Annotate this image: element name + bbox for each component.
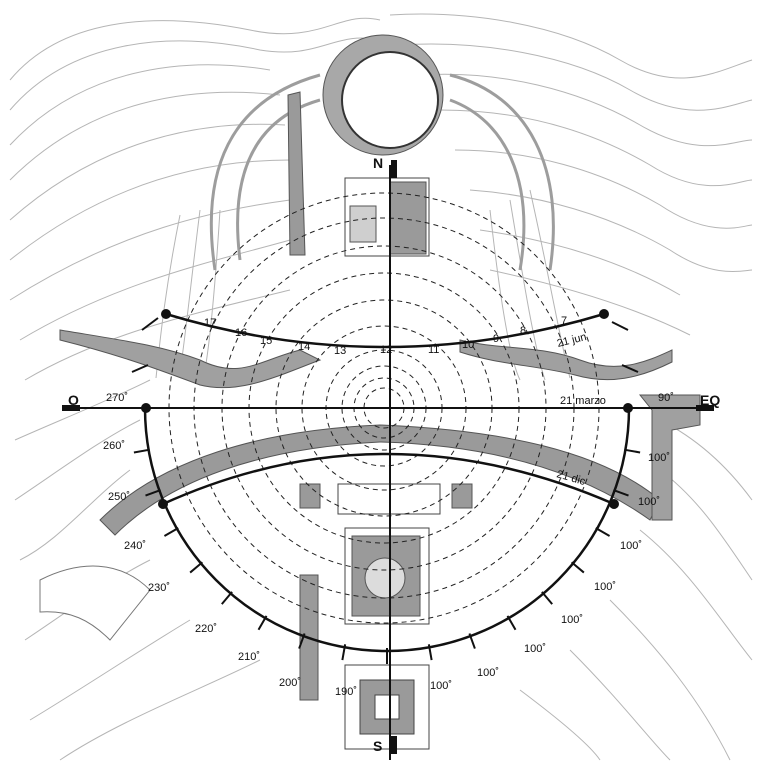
azimuth-tick — [427, 644, 433, 661]
azimuth-tick — [145, 489, 161, 497]
azimuth-label: 230˚ — [148, 582, 170, 594]
azimuth-tick — [468, 633, 476, 649]
east-wing — [638, 394, 701, 521]
azimuth-label: 100˚ — [648, 452, 670, 464]
azimuth-tick — [621, 364, 639, 373]
azimuth-tick — [613, 489, 629, 497]
winter-sunrise-point — [609, 499, 619, 509]
hour-label: 14 — [298, 341, 310, 353]
circular-tower-inner — [341, 51, 439, 149]
southwest-ramp — [39, 565, 151, 641]
azimuth-label: 100˚ — [620, 540, 642, 552]
hour-label: 9 — [493, 333, 499, 345]
azimuth-label: 100˚ — [524, 643, 546, 655]
east-canopy — [459, 339, 673, 381]
court-block-west — [299, 483, 321, 509]
azimuth-label: 220˚ — [195, 623, 217, 635]
south-label: S — [373, 738, 382, 754]
summer-label: 21 jun — [556, 331, 588, 350]
azimuth-tick — [189, 561, 204, 574]
azimuth-label: 260˚ — [103, 440, 125, 452]
hour-label: 12 — [380, 344, 392, 356]
hour-label: 16 — [235, 327, 247, 339]
hour-label: 8 — [520, 325, 526, 337]
sun-path-summer — [165, 312, 605, 349]
north-label: N — [373, 155, 383, 171]
azimuth-tick — [506, 615, 517, 631]
azimuth-label: 90˚ — [658, 392, 674, 404]
hour-label: 10 — [462, 339, 474, 351]
terrain-bands — [209, 73, 555, 271]
azimuth-tick — [133, 448, 150, 454]
azimuth-label: 200˚ — [279, 677, 301, 689]
azimuth-label: 100˚ — [430, 680, 452, 692]
azimuth-tick — [624, 448, 641, 454]
hour-label: 15 — [260, 335, 272, 347]
azimuth-tick — [141, 317, 159, 331]
azimuth-ticks — [130, 317, 644, 664]
hour-label: 17 — [204, 317, 216, 329]
azimuth-tick — [221, 591, 233, 605]
azimuth-tick — [541, 591, 553, 605]
south-tower-top — [374, 694, 400, 720]
site-plan-buildings — [39, 34, 701, 750]
winter-sunset-point — [158, 499, 168, 509]
azimuth-tick — [257, 615, 268, 631]
azimuth-tick — [131, 364, 149, 373]
azimuth-label: 100˚ — [594, 581, 616, 593]
azimuth-tick — [595, 527, 611, 537]
azimuth-label: 100˚ — [561, 614, 583, 626]
south-pavilion-fill — [351, 535, 421, 617]
azimuth-tick — [298, 633, 306, 649]
hour-label: 7 — [561, 315, 567, 327]
west-canopy — [59, 329, 322, 389]
azimuth-label: 100˚ — [477, 667, 499, 679]
north-marker — [391, 160, 397, 178]
north-pavilion-fill — [389, 181, 427, 255]
sunrise-sunset-points — [141, 309, 633, 509]
west-label: O — [68, 392, 79, 408]
azimuth-tick — [163, 527, 179, 537]
north-pavilion-window — [349, 205, 377, 243]
west-marker — [62, 405, 80, 411]
azimuth-label: 190˚ — [335, 686, 357, 698]
north-wall-slab — [287, 91, 306, 256]
azimuth-labels: 270˚ 90˚ 260˚ 250˚ 240˚ 230˚ 220˚ 210˚ 2… — [103, 392, 674, 698]
azimuth-label: 240˚ — [124, 540, 146, 552]
hour-label: 11 — [428, 344, 439, 356]
azimuth-label: 210˚ — [238, 651, 260, 663]
south-marker — [391, 736, 397, 754]
azimuth-label: 250˚ — [108, 491, 130, 503]
azimuth-tick — [341, 644, 347, 661]
east-label: EQ — [700, 392, 720, 408]
east-marker — [696, 405, 714, 411]
summer-sunset-point — [161, 309, 171, 319]
equinox-label: 21 marzo — [560, 395, 606, 407]
hour-labels: 17 16 15 14 13 12 11 10 9 8 7 — [204, 315, 567, 357]
court-block-east — [451, 483, 473, 509]
hour-label: 13 — [334, 345, 346, 357]
summer-sunrise-point — [599, 309, 609, 319]
spiral-stair — [364, 557, 406, 599]
sun-path-winter — [162, 452, 615, 506]
azimuth-tick — [570, 561, 585, 574]
south-arc-building — [99, 424, 661, 536]
azimuth-label: 100˚ — [638, 496, 660, 508]
azimuth-tick — [611, 321, 629, 331]
azimuth-label: 270˚ — [106, 392, 128, 404]
